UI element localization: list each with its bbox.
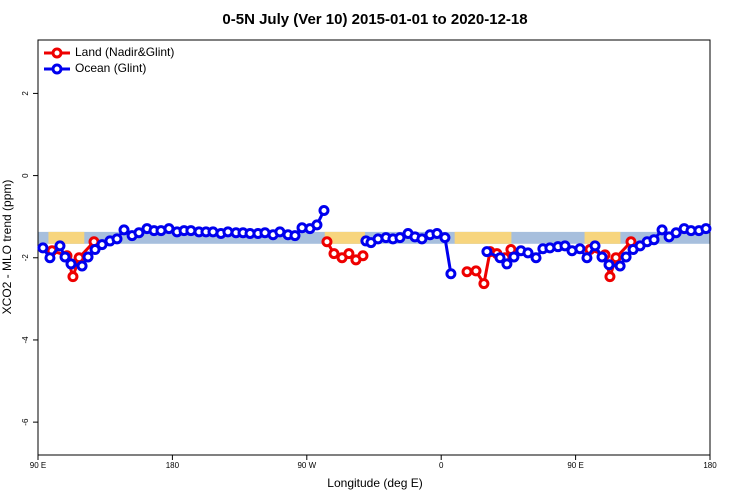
data-point	[522, 247, 534, 259]
data-point	[581, 252, 593, 264]
data-point	[508, 251, 520, 263]
data-point	[604, 271, 616, 283]
x-tick-label: 180	[703, 461, 717, 470]
legend-marker	[51, 47, 63, 59]
data-point	[670, 227, 682, 239]
data-point	[318, 205, 330, 217]
data-point	[574, 243, 586, 255]
data-point	[478, 278, 490, 290]
data-point	[481, 246, 493, 258]
x-tick-label: 90 E	[567, 461, 583, 470]
data-point	[445, 268, 457, 280]
data-point	[603, 259, 615, 271]
data-point	[700, 223, 712, 235]
land-span	[324, 231, 366, 244]
data-point	[328, 248, 340, 260]
legend-label: Land (Nadir&Glint)	[75, 45, 174, 59]
data-point	[439, 232, 451, 244]
data-point	[76, 260, 88, 272]
land-span	[454, 231, 512, 244]
data-point	[431, 228, 443, 240]
data-point	[620, 251, 632, 263]
data-point	[501, 258, 513, 270]
data-point	[461, 266, 473, 278]
chart-title: 0-5N July (Ver 10) 2015-01-01 to 2020-12…	[222, 11, 527, 28]
y-tick-label: -2	[21, 254, 30, 262]
data-point	[65, 258, 77, 270]
data-point	[589, 240, 601, 252]
y-tick-label: 0	[21, 173, 30, 178]
land-span	[48, 231, 85, 244]
data-point	[133, 227, 145, 239]
x-tick-label: 0	[439, 461, 444, 470]
data-point	[559, 240, 571, 252]
data-point	[118, 224, 130, 236]
data-point	[321, 236, 333, 248]
data-point	[394, 232, 406, 244]
y-tick-label: 2	[21, 91, 30, 96]
data-point	[311, 219, 323, 231]
data-point	[416, 233, 428, 245]
land-span	[584, 231, 621, 244]
data-point	[596, 251, 608, 263]
data-point	[494, 252, 506, 264]
data-point	[530, 252, 542, 264]
data-point	[357, 250, 369, 262]
y-tick-label: -6	[21, 418, 30, 426]
data-point	[44, 252, 56, 264]
x-tick-label: 90 W	[297, 461, 316, 470]
data-point	[59, 251, 71, 263]
plot-frame	[37, 39, 711, 456]
data-point	[656, 224, 668, 236]
x-tick-label: 90 E	[30, 461, 46, 470]
data-point	[54, 240, 66, 252]
y-tick-label: -4	[21, 336, 30, 344]
data-point	[37, 242, 49, 254]
legend-marker	[51, 63, 63, 75]
x-tick-label: 180	[166, 461, 180, 470]
x-axis-label: Longitude (deg E)	[327, 476, 422, 490]
data-point	[614, 260, 626, 272]
legend-label: Ocean (Glint)	[75, 61, 146, 75]
data-point	[82, 251, 94, 263]
data-point	[289, 230, 301, 242]
data-point	[648, 234, 660, 246]
data-point	[343, 248, 355, 260]
data-point	[67, 271, 79, 283]
data-point	[89, 244, 101, 256]
data-point	[111, 233, 123, 245]
data-point	[470, 265, 482, 277]
data-point	[610, 252, 622, 264]
y-axis-label: XCO2 - MLO trend (ppm)	[0, 180, 14, 315]
